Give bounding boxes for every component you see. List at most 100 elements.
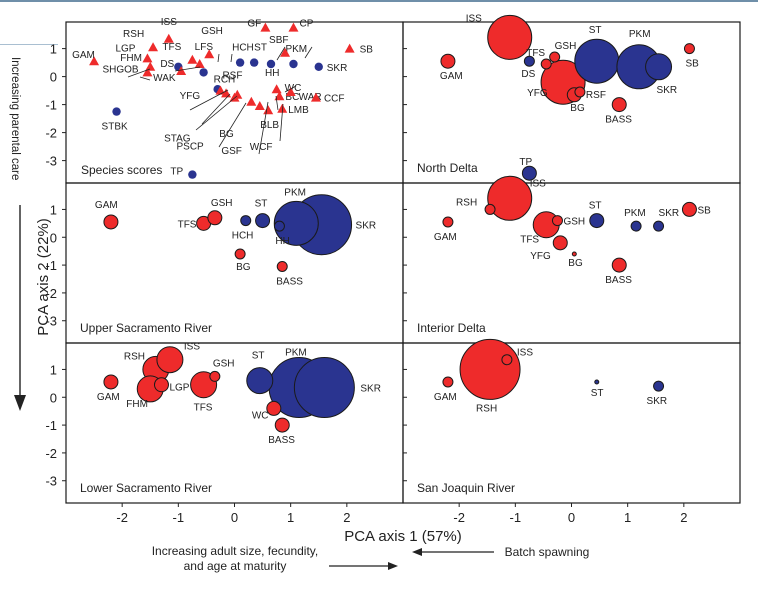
- point-st: [255, 213, 271, 229]
- point-ds: [523, 55, 535, 67]
- panel-san-joaquin-river: -2 -1 0 1 2 San Joaquin River RSH GAM ISS SKR ST: [402, 338, 741, 525]
- adult-size-note-line2: and age at maturity: [184, 559, 287, 573]
- point-gf: [260, 22, 271, 32]
- point-label-tfs: TFS: [178, 219, 197, 230]
- point-label-wcf: WCF: [250, 142, 273, 153]
- point-st: [574, 38, 620, 84]
- point-label-gam: GAM: [434, 392, 457, 403]
- point-lgp: [153, 377, 169, 393]
- point-yfg: [552, 235, 568, 251]
- point-label-st: ST: [589, 201, 602, 212]
- x-axis-title: PCA axis 1 (57%): [344, 528, 462, 545]
- point-skr: [653, 380, 665, 392]
- point-pkm: [289, 59, 298, 69]
- panel-title: North Delta: [417, 161, 478, 175]
- point-rsh: [148, 42, 159, 52]
- point-skr: [645, 53, 673, 81]
- point-label-st: ST: [589, 25, 602, 36]
- leader-line: [258, 101, 269, 155]
- point-tp: [521, 165, 537, 181]
- point-cp: [288, 22, 299, 32]
- point-label-rsf: RSF: [222, 71, 242, 82]
- point-bass: [274, 417, 290, 433]
- point-gsh: [204, 49, 215, 59]
- leader-line: [284, 85, 297, 93]
- point-label-sb: SB: [685, 59, 699, 70]
- point-label-stbk: STBK: [102, 122, 128, 133]
- point-label-shgob: SHGOB: [102, 64, 138, 75]
- point-label-bass: BASS: [268, 435, 295, 446]
- point-label-pkm: PKM: [285, 348, 307, 359]
- x-tick-label: 2: [343, 510, 350, 525]
- point-label-st: ST: [254, 43, 267, 54]
- point-label-rsh: RSH: [476, 403, 497, 414]
- point-war: [285, 87, 296, 96]
- point-skr: [653, 220, 665, 232]
- point-gsf: [246, 96, 257, 106]
- point-label-st: ST: [591, 388, 604, 399]
- point-label-gsh: GSH: [211, 198, 233, 209]
- panel-north-delta: North Delta ISS YFG ST PKM SKR GAM BG BASS TP DS TF…: [402, 13, 741, 184]
- point-stbk: [112, 107, 121, 116]
- point-label-sb: SB: [360, 45, 374, 56]
- leader-line: [230, 53, 233, 63]
- point-label-bc: BC: [285, 92, 299, 103]
- leader-line: [275, 95, 279, 111]
- leader-line: [304, 46, 313, 59]
- point-label-ds: DS: [521, 69, 535, 80]
- panel-frame: [402, 342, 741, 504]
- point-gam: [442, 216, 454, 228]
- point-label-iss: ISS: [184, 342, 200, 353]
- point-label-skr: SKR: [659, 208, 680, 219]
- point-rsh: [484, 203, 496, 215]
- panel-title: Interior Delta: [417, 321, 486, 335]
- point-gsh: [209, 370, 221, 382]
- point-hh: [273, 220, 285, 232]
- point-label-hch: HCH: [232, 43, 254, 54]
- adult-size-arrow-head: [388, 562, 398, 570]
- point-gam: [442, 376, 454, 388]
- point-label-fhm: FHM: [120, 53, 142, 64]
- point-label-gam: GAM: [434, 232, 457, 243]
- y-tick-label: -1: [45, 418, 57, 433]
- point-label-tp: TP: [519, 157, 532, 168]
- point-label-gsf: GSF: [221, 146, 242, 157]
- leader-line: [279, 103, 284, 142]
- top-left-accent-line: [0, 44, 58, 45]
- parental-care-arrow-head: [14, 395, 26, 411]
- point-sb: [344, 43, 355, 53]
- point-label-lgp: LGP: [115, 43, 135, 54]
- y-tick-label: -2: [45, 286, 57, 301]
- leader-line: [217, 53, 220, 63]
- point-sb: [683, 43, 695, 55]
- point-wc: [271, 84, 282, 94]
- point-label-skr: SKR: [360, 384, 381, 395]
- point-label-rch: RCH: [214, 74, 236, 85]
- point-label-skr: SKR: [647, 396, 668, 407]
- y-tick-label: -3: [45, 314, 57, 329]
- point-label-rsh: RSH: [123, 29, 144, 40]
- shared-axes-layer: Increasing parental care PCA axis 2 (22%…: [9, 57, 589, 573]
- adult-size-note-line1: Increasing adult size, fecundity,: [152, 544, 319, 558]
- point-label-lfs: LFS: [195, 42, 214, 53]
- point-label-cp: CP: [299, 19, 313, 30]
- point-label-yfg: YFG: [180, 91, 201, 102]
- point-label-gsh: GSH: [201, 26, 223, 37]
- point-label-bass: BASS: [605, 115, 632, 126]
- point-ccf: [310, 92, 321, 102]
- x-tick-label: -1: [173, 510, 185, 525]
- x-tick-label: 2: [680, 510, 687, 525]
- point-wc: [266, 400, 282, 416]
- point-label-gf: GF: [247, 19, 261, 30]
- point-sb: [681, 201, 697, 217]
- point-label-gsh: GSH: [555, 41, 577, 52]
- point-label-hh: HH: [265, 68, 279, 79]
- point-label-tfs: TFS: [520, 235, 539, 246]
- batch-spawning-arrow-head: [412, 548, 422, 556]
- point-iss: [163, 33, 174, 43]
- point-tfs: [540, 58, 552, 70]
- point-label-tfs: TFS: [194, 403, 213, 414]
- y-tick-label: 0: [50, 70, 57, 85]
- point-hch: [235, 58, 245, 67]
